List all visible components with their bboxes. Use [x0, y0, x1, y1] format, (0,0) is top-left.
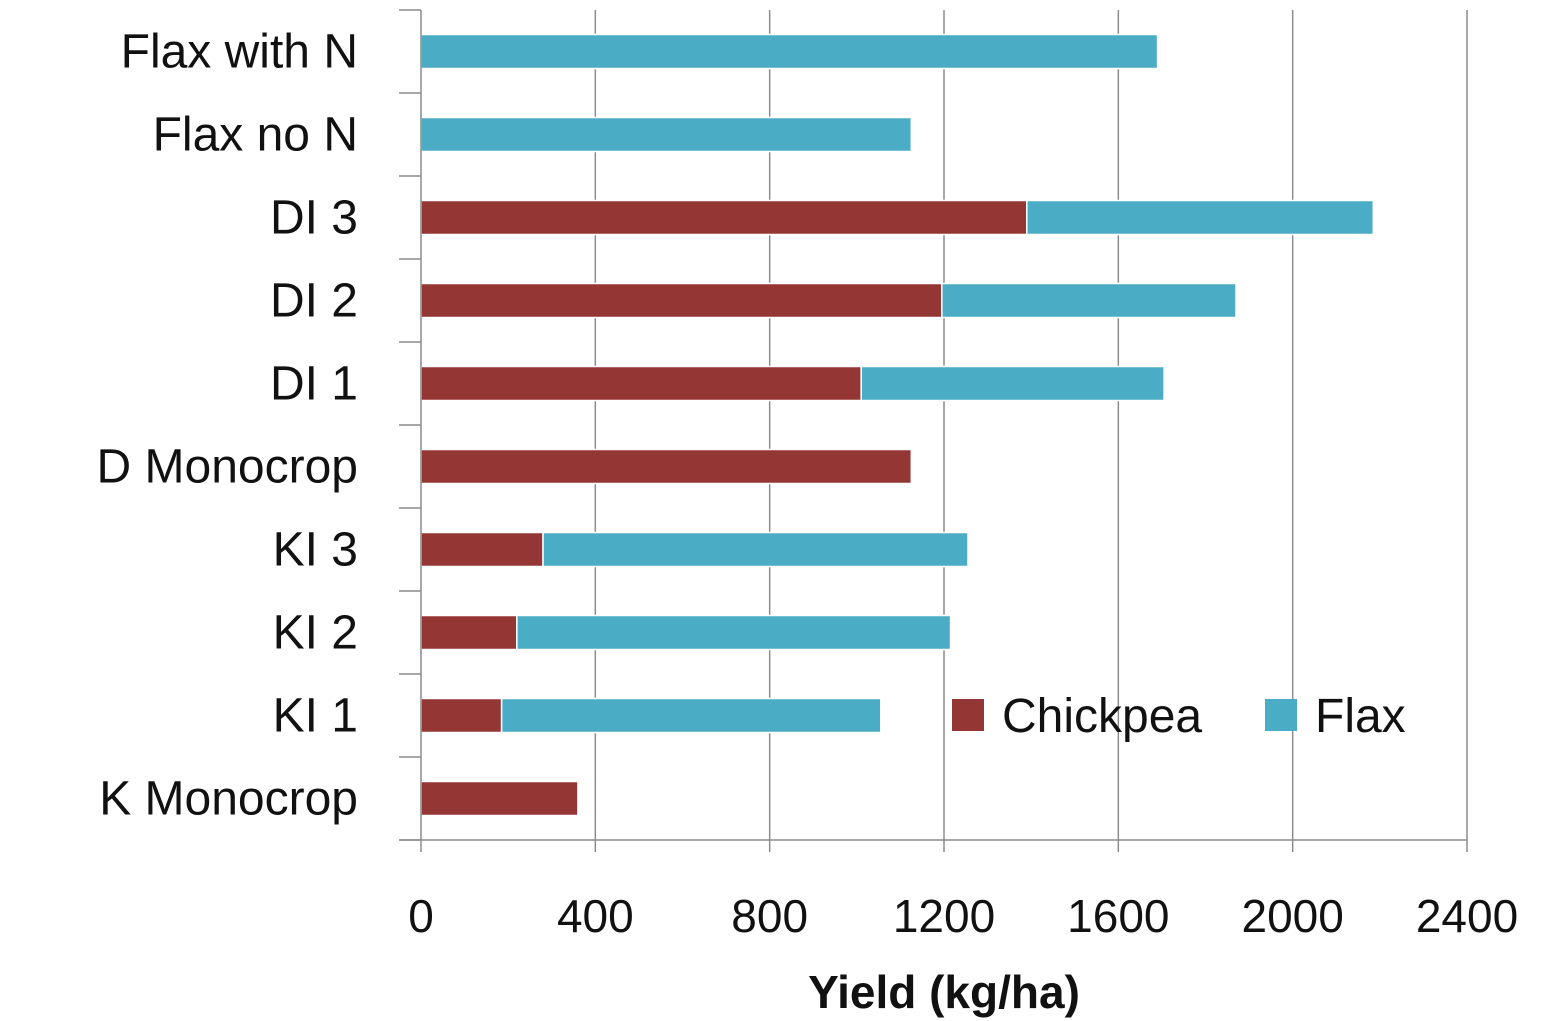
legend-label-flax: Flax	[1315, 690, 1406, 743]
category-label: KI 1	[273, 690, 358, 743]
category-label: DI 3	[270, 192, 358, 245]
bar-flax	[941, 282, 1237, 319]
bar-flax	[860, 365, 1165, 402]
category-label: KI 3	[273, 524, 358, 577]
x-tick-label: 1200	[893, 890, 995, 942]
x-tick-label: 400	[557, 890, 634, 942]
x-tick-label: 800	[731, 890, 808, 942]
bar-chickpea	[420, 697, 503, 734]
bar-flax	[516, 614, 952, 651]
category-labels: Flax with N Flax no N DI 3 DI 2 DI 1 D Monocr…	[97, 26, 358, 826]
category-label: KI 2	[273, 607, 358, 660]
category-label: D Monocrop	[97, 441, 358, 494]
legend-swatch-flax	[1265, 699, 1297, 731]
category-label: Flax with N	[121, 26, 358, 79]
legend: Chickpea Flax	[952, 690, 1406, 743]
bar-chickpea	[420, 531, 544, 568]
x-tick-label: 0	[408, 890, 434, 942]
x-tick-label: 2400	[1416, 890, 1518, 942]
bars	[420, 33, 1375, 817]
bar-flax	[420, 116, 913, 153]
axes	[399, 9, 1468, 852]
category-label: Flax no N	[153, 109, 358, 162]
bar-chickpea	[420, 448, 913, 485]
bar-flax	[420, 33, 1159, 70]
bar-chickpea	[420, 282, 943, 319]
legend-swatch-chickpea	[952, 699, 984, 731]
x-tick-label: 1600	[1067, 890, 1169, 942]
category-label: DI 2	[270, 275, 358, 328]
bar-flax	[542, 531, 969, 568]
legend-label-chickpea: Chickpea	[1002, 690, 1202, 743]
x-axis-title: Yield (kg/ha)	[808, 966, 1080, 1018]
bar-chickpea	[420, 199, 1028, 236]
bar-chickpea	[420, 614, 518, 651]
x-tick-label: 2000	[1241, 890, 1343, 942]
bar-flax	[1026, 199, 1375, 236]
x-tick-labels: 0 400 800 1200 1600 2000 2400	[408, 890, 1518, 942]
bar-chickpea	[420, 365, 862, 402]
bar-flax	[500, 697, 882, 734]
category-label: DI 1	[270, 358, 358, 411]
category-label: K Monocrop	[99, 773, 358, 826]
bar-chickpea	[420, 780, 579, 817]
